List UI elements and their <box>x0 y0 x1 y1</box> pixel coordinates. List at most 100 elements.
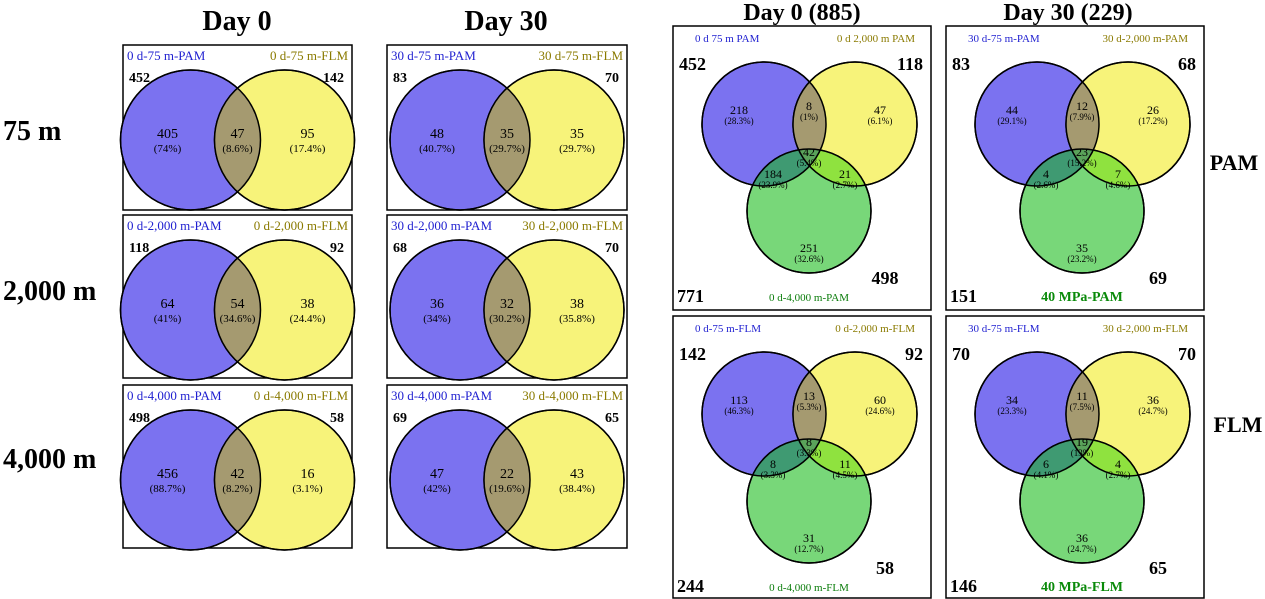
set-a-total: 69 <box>393 411 407 426</box>
set-b-label: 30 d-75 m-FLM <box>539 48 624 63</box>
only-b-count: 38 <box>570 297 584 312</box>
ac-overlap-fill <box>1020 439 1099 476</box>
region-ac-count: 184 <box>764 167 782 181</box>
set-outline <box>974 61 1100 187</box>
set-outline <box>1019 438 1145 564</box>
set-outline <box>792 351 918 477</box>
region-a-percent: (29.1%) <box>997 116 1026 126</box>
region-ab-percent: (7.9%) <box>1070 112 1095 122</box>
ac-overlap-fill <box>747 439 826 476</box>
overlap-percent: (34.6%) <box>220 313 256 325</box>
region-b-count: 36 <box>1147 393 1159 407</box>
set-a-total: 118 <box>129 241 149 256</box>
set-a-outline <box>389 239 531 381</box>
set-a-outline <box>119 239 262 381</box>
only-b-count: 95 <box>301 127 315 142</box>
only-a-count: 36 <box>430 297 444 312</box>
grand-total: 151 <box>950 286 977 306</box>
grand-total: 244 <box>677 576 704 596</box>
set-outline <box>746 438 872 564</box>
venn3-panel-2: 0 d-75 m-FLM 0 d-2,000 m-FLM 0 d-4,000 m-F… <box>672 315 932 599</box>
region-ac-count: 4 <box>1043 167 1049 181</box>
region-abc-percent: (5.4%) <box>797 158 822 168</box>
only-a-percent: (41%) <box>154 313 182 325</box>
set-b-total: 142 <box>323 71 344 86</box>
set-b-label: 0 d-75 m-FLM <box>270 48 348 63</box>
set-outline <box>701 61 827 187</box>
set-b-label: 30 d-2,000 m-PAM <box>1103 33 1189 45</box>
region-a-percent: (23.3%) <box>997 406 1026 416</box>
venn3-panel-3: 30 d-75 m-FLM 30 d-2,000 m-FLM 40 MPa-FLM 7… <box>945 315 1205 599</box>
intersection-fill <box>214 70 261 210</box>
ac-overlap-fill <box>747 149 826 186</box>
region-c-percent: (23.2%) <box>1067 254 1096 264</box>
set-a-total: 68 <box>393 241 407 256</box>
set-c-label: 0 d-4,000 m-FLM <box>769 582 849 594</box>
row-label-pam: PAM <box>1210 150 1259 175</box>
region-ab-count: 12 <box>1076 99 1088 113</box>
only-a-percent: (88.7%) <box>150 483 186 495</box>
only-b-count: 16 <box>301 467 315 482</box>
region-b-count: 60 <box>874 393 886 407</box>
set-a-label: 0 d-2,000 m-PAM <box>127 218 222 233</box>
overlap-count: 32 <box>500 297 514 312</box>
overlap-count: 42 <box>231 467 245 482</box>
region-b-percent: (24.6%) <box>865 406 894 416</box>
set-c-label: 40 MPa-PAM <box>1041 290 1123 305</box>
row-label-1: 2,000 m <box>3 276 96 307</box>
set-a-total: 498 <box>129 411 150 426</box>
set-a-outline <box>119 409 262 551</box>
set-b-label: 0 d-4,000 m-FLM <box>254 388 349 403</box>
region-bc-percent: (4.5%) <box>833 470 858 480</box>
grand-total: 771 <box>677 286 704 306</box>
set-outline <box>746 148 872 274</box>
region-a-count: 34 <box>1006 393 1018 407</box>
set-a-label: 30 d-75 m-PAM <box>391 48 476 63</box>
set-b-total: 65 <box>605 411 619 426</box>
set-b-total: 118 <box>897 54 923 74</box>
right-column-header-1: Day 30 (229) <box>1003 0 1132 26</box>
only-a-count: 405 <box>157 127 178 142</box>
region-a-percent: (46.3%) <box>724 406 753 416</box>
set-a-total: 83 <box>952 54 970 74</box>
set-b-label: 0 d-2,000 m-FLM <box>835 323 915 335</box>
only-b-percent: (24.4%) <box>290 313 326 325</box>
region-c-percent: (24.7%) <box>1067 544 1096 554</box>
set-c-total: 498 <box>872 268 899 288</box>
region-ab-count: 8 <box>806 99 812 113</box>
overlap-percent: (29.7%) <box>489 143 525 155</box>
region-bc-count: 7 <box>1115 167 1121 181</box>
only-a-percent: (34%) <box>423 313 451 325</box>
only-a-count: 64 <box>161 297 175 312</box>
region-b-count: 47 <box>874 103 886 117</box>
set-b-total: 70 <box>1178 344 1196 364</box>
bc-overlap-fill <box>1066 439 1144 476</box>
region-ac-percent: (23.9%) <box>758 180 787 190</box>
venn2-panel-5: 30 d-4,000 m-PAM 30 d-4,000 m-FLM 69 65 47(4… <box>386 384 628 551</box>
column-header-1: Day 30 <box>464 6 547 37</box>
set-c-total: 69 <box>1149 268 1167 288</box>
set-a-total: 452 <box>679 54 706 74</box>
venn2-panel-2: 0 d-2,000 m-PAM 0 d-2,000 m-FLM 118 92 64(41… <box>119 214 356 381</box>
overlap-percent: (8.6%) <box>222 143 253 155</box>
set-b-total: 70 <box>605 241 619 256</box>
region-b-percent: (17.2%) <box>1138 116 1167 126</box>
set-a-label: 30 d-4,000 m-PAM <box>391 388 492 403</box>
right-column-header-0: Day 0 (885) <box>743 0 860 26</box>
only-a-percent: (40.7%) <box>419 143 455 155</box>
region-abc-percent: (3.3%) <box>797 448 822 458</box>
set-b-outline <box>213 69 356 211</box>
overlap-count: 47 <box>231 127 245 142</box>
set-a-label: 30 d-2,000 m-PAM <box>391 218 492 233</box>
bc-overlap-fill <box>793 149 871 186</box>
bc-overlap-fill <box>1066 149 1144 186</box>
set-outline <box>1019 148 1145 274</box>
set-a-total: 452 <box>129 71 150 86</box>
region-ab-percent: (1%) <box>800 112 818 122</box>
region-ac-percent: (2.6%) <box>1034 180 1059 190</box>
region-a-percent: (28.3%) <box>724 116 753 126</box>
region-abc-count: 19 <box>1076 435 1088 449</box>
only-b-percent: (38.4%) <box>559 483 595 495</box>
set-b-total: 70 <box>605 71 619 86</box>
